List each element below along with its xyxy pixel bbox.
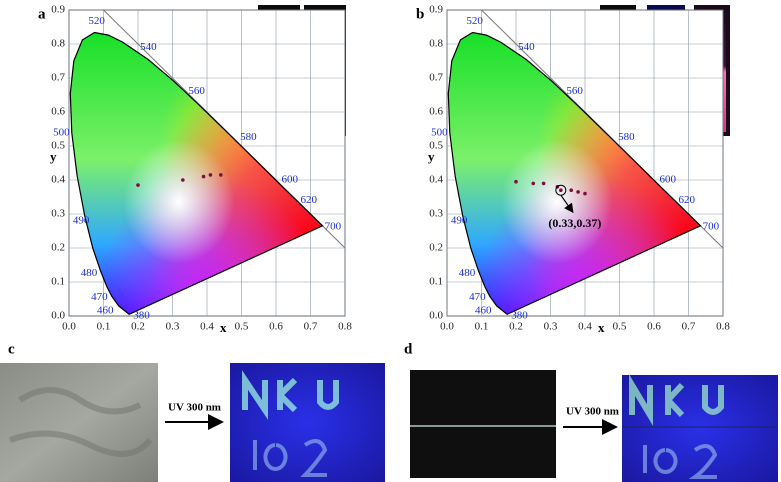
x-tick-label: 0.0: [440, 321, 454, 333]
x-tick-label: 0.2: [131, 321, 145, 333]
y-tick-label: 0.4: [429, 174, 443, 186]
wavelength-label: 540: [140, 41, 157, 53]
x-tick-label: 0.1: [475, 321, 489, 333]
wavelength-label: 470: [91, 291, 108, 303]
chart: 0.0 0.1 0.2 0.3 0.4 0.5 0.6 0.7 0.8 0.0 0.1 0.2 0.3 0…: [416, 4, 730, 335]
x-tick-label: 0.6: [647, 321, 661, 333]
y-tick-label: 0.1: [51, 276, 65, 288]
x-tick-label: 0.3: [544, 321, 558, 333]
gamut: [70, 32, 323, 315]
y-tick-label: 0.6: [429, 106, 443, 118]
wavelength-label: 600: [282, 174, 299, 186]
wavelength-label: 600: [660, 174, 677, 186]
y-tick-label: 0.5: [429, 140, 443, 152]
photo-d-after: [622, 374, 778, 482]
y-tick-label: 0.2: [51, 242, 65, 254]
x-tick-label: 0.7: [304, 321, 318, 333]
y-tick-label: 0.8: [429, 38, 443, 50]
arrow-text: UV 300 nm: [566, 406, 619, 418]
y-tick-label: 0.6: [51, 106, 65, 118]
y-tick-label: 0.1: [429, 276, 443, 288]
point: [541, 181, 546, 186]
panel-label: a: [38, 6, 46, 22]
wavelength-label: 500: [431, 127, 448, 139]
wavelength-label: 520: [466, 15, 483, 27]
panel-label: b: [416, 6, 424, 22]
panel-label: d: [404, 341, 413, 357]
x-axis-label: x: [220, 320, 227, 335]
annotation: (0.33,0.37): [548, 216, 601, 230]
wavelength-label: 580: [618, 131, 635, 143]
annotation-arrow: [560, 194, 574, 214]
x-tick-label: 0.4: [200, 321, 214, 333]
point: [136, 183, 140, 187]
x-tick-label: 0.2: [509, 321, 523, 333]
y-axis-label: y: [428, 149, 435, 164]
x-tick-label: 0.1: [97, 321, 111, 333]
y-tick-label: 0.9: [51, 4, 65, 16]
x-tick-label: 0.5: [613, 321, 627, 333]
y-tick-label: 0.3: [51, 208, 65, 220]
wavelength-label: 620: [301, 194, 318, 206]
chart: 0.0 0.1 0.2 0.3 0.4 0.5 0.6 0.7 0.8 0.0 0.1 0.2 0.3 0…: [38, 4, 352, 335]
x-tick-label: 0.7: [682, 321, 696, 333]
point: [559, 188, 563, 192]
y-tick-label: 0.3: [429, 208, 443, 220]
point: [219, 173, 223, 177]
wavelength-label: 580: [240, 131, 257, 143]
point: [201, 174, 206, 179]
point: [569, 188, 573, 192]
wavelength-label: 490: [451, 214, 468, 226]
x-tick-label: 0.8: [716, 321, 730, 333]
point: [514, 179, 518, 184]
wavelength-label: 540: [518, 41, 535, 53]
y-tick-label: 0.5: [51, 140, 65, 152]
x-tick-label: 0.6: [269, 321, 283, 333]
x-tick-label: 0.3: [166, 321, 180, 333]
y-tick-label: 0.4: [51, 174, 65, 186]
wavelength-label: 520: [88, 15, 105, 27]
gamut: [448, 32, 701, 315]
wavelength-label: 700: [325, 220, 342, 232]
wavelength-label: 380: [133, 310, 150, 322]
gamut-outline: [69, 31, 324, 316]
y-tick-label: 0.8: [51, 38, 65, 50]
wavelength-label: 490: [73, 214, 90, 226]
panel-label: c: [8, 341, 15, 357]
point: [576, 190, 580, 194]
wavelength-label: 470: [469, 291, 486, 303]
y-axis-label: y: [50, 149, 57, 164]
y-tick-label: 0.7: [51, 72, 65, 84]
arrow-text: UV 300 nm: [168, 402, 221, 414]
wavelength-label: 500: [53, 127, 70, 139]
photo-c-after: [230, 363, 385, 482]
x-axis-label: x: [598, 320, 605, 335]
wavelength-label: 460: [475, 304, 492, 316]
y-tick-label: 0.2: [429, 242, 443, 254]
y-tick-label: 0.7: [429, 72, 443, 84]
point: [583, 191, 587, 196]
point: [208, 173, 213, 177]
wavelength-label: 460: [97, 304, 114, 316]
gamut-outline: [447, 31, 702, 316]
x-tick-label: 0.4: [578, 321, 592, 333]
point: [181, 178, 185, 182]
photo-d-before: [410, 370, 556, 478]
photo-c-before: [0, 363, 158, 482]
wavelength-label: 380: [511, 310, 528, 322]
point: [531, 181, 536, 186]
wavelength-label: 700: [703, 220, 720, 232]
wavelength-label: 480: [81, 267, 98, 279]
x-tick-label: 0.5: [235, 321, 249, 333]
y-tick-label: 0.0: [429, 310, 443, 322]
y-tick-label: 0.9: [429, 4, 443, 16]
wavelength-label: 560: [188, 85, 205, 97]
wavelength-label: 620: [679, 194, 696, 206]
wavelength-label: 560: [566, 85, 583, 97]
x-tick-label: 0.0: [62, 321, 76, 333]
y-tick-label: 0.0: [51, 310, 65, 322]
x-tick-label: 0.8: [338, 321, 352, 333]
wavelength-label: 480: [459, 267, 476, 279]
